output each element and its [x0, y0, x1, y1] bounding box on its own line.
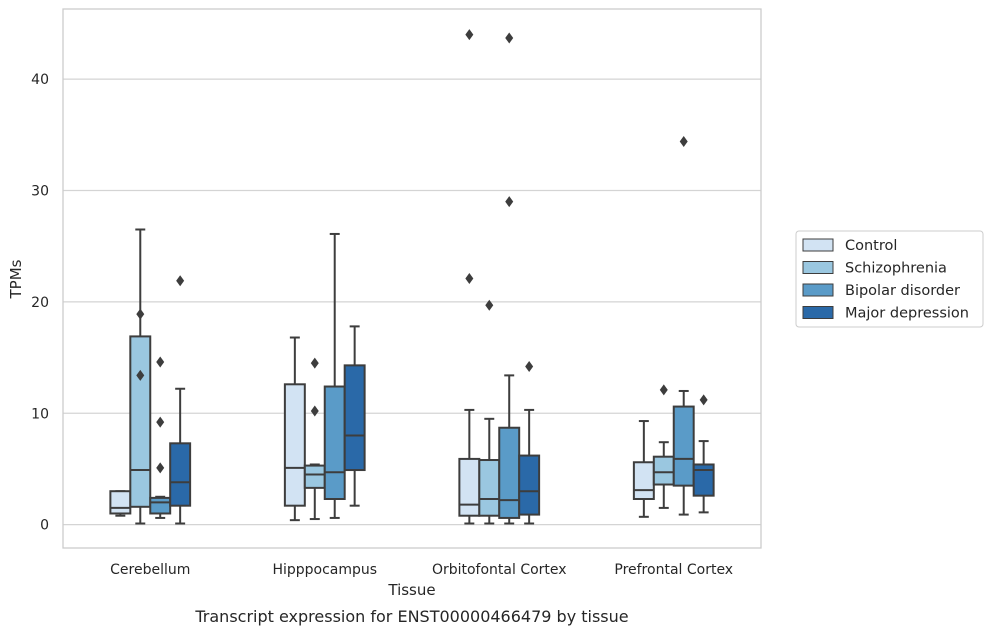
- legend-swatch: [802, 261, 834, 274]
- outlier-point: [176, 275, 185, 287]
- y-tick-label: 20: [31, 295, 49, 311]
- outlier-point: [136, 308, 145, 320]
- y-axis-label: TPMs: [7, 259, 25, 299]
- box-body: [518, 454, 541, 516]
- outlier-point: [310, 405, 319, 417]
- box-schizophrenia: [303, 357, 326, 521]
- legend-frame: [795, 230, 984, 328]
- x-tick-label: Hipppocampus: [272, 562, 377, 578]
- outlier-point: [465, 29, 474, 41]
- outlier-point: [659, 384, 668, 396]
- box-major-depression: [692, 394, 715, 514]
- box-major-depression: [518, 360, 541, 525]
- outlier-point: [465, 273, 474, 284]
- box-body: [109, 490, 132, 515]
- x-axis-label: Tissue: [387, 581, 435, 599]
- x-tick-label: Orbitofontal Cortex: [432, 562, 567, 578]
- box-control: [458, 29, 481, 525]
- legend-label: Control: [845, 238, 897, 254]
- x-axis-ticks: Cerebellum Hipppocampus Orbitofontal Corte…: [110, 562, 733, 578]
- legend: Control Schizophrenia Bipolar disorder Majo…: [795, 230, 984, 328]
- outlier-point: [505, 32, 514, 44]
- chart-caption: Transcript expression for ENST0000046647…: [194, 607, 628, 626]
- box-body: [652, 455, 675, 486]
- box-body: [458, 457, 481, 517]
- outlier-point: [156, 462, 165, 474]
- outlier-point: [156, 356, 165, 368]
- outlier-point: [310, 357, 319, 369]
- box-body: [692, 463, 715, 497]
- legend-swatch: [802, 238, 834, 252]
- box-body: [149, 496, 172, 515]
- box-schizophrenia: [652, 384, 675, 509]
- outlier-point: [485, 299, 494, 311]
- box-body: [283, 383, 306, 507]
- box-body: [672, 405, 695, 487]
- box-body: [478, 459, 501, 517]
- x-tick-label: Cerebellum: [110, 562, 190, 578]
- box-body: [129, 335, 152, 508]
- outlier-point: [156, 416, 165, 428]
- box-body: [632, 461, 655, 500]
- y-tick-label: 40: [31, 72, 49, 88]
- outlier-point: [505, 196, 514, 208]
- box-schizophrenia: [478, 299, 501, 525]
- box-major-depression: [169, 275, 192, 525]
- box-body: [498, 426, 521, 519]
- box-bipolar-disorder: [498, 32, 521, 525]
- outlier-point: [679, 136, 688, 148]
- plot-frame: [62, 8, 762, 549]
- y-tick-label: 10: [31, 406, 49, 422]
- outlier-point: [525, 360, 534, 372]
- x-tick-label: Prefrontal Cortex: [614, 562, 733, 578]
- box-groups: [109, 29, 715, 525]
- box-control: [109, 490, 132, 517]
- legend-swatch: [802, 283, 834, 297]
- y-tick-label: 30: [31, 184, 49, 200]
- outlier-point: [136, 369, 145, 381]
- legend-label: Major depression: [845, 306, 969, 322]
- box-body: [303, 464, 326, 489]
- outlier-point: [699, 394, 708, 406]
- legend-label: Bipolar disorder: [845, 283, 960, 299]
- box-major-depression: [343, 325, 366, 507]
- box-control: [632, 420, 655, 518]
- box-body: [169, 442, 192, 507]
- legend-label: Schizophrenia: [845, 261, 947, 277]
- box-control: [283, 336, 306, 522]
- box-body: [343, 364, 366, 472]
- y-tick-label: 0: [40, 518, 49, 534]
- box-bipolar-disorder: [149, 356, 172, 519]
- y-axis-ticks: 0 10 20 30 40: [31, 72, 49, 533]
- legend-swatch: [802, 306, 834, 319]
- box-body: [323, 385, 346, 501]
- box-bipolar-disorder: [323, 232, 346, 519]
- box-schizophrenia: [129, 228, 152, 525]
- box-bipolar-disorder: [672, 136, 695, 516]
